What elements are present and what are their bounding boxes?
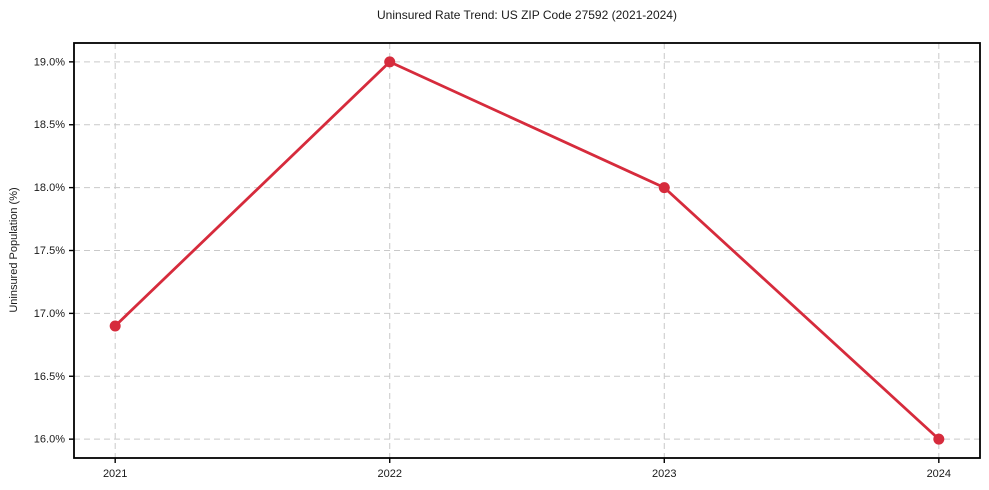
y-tick-label: 18.5% bbox=[34, 119, 65, 131]
chart-title: Uninsured Rate Trend: US ZIP Code 27592 … bbox=[377, 8, 677, 22]
x-tick-label: 2022 bbox=[377, 468, 401, 480]
x-tick-label: 2024 bbox=[927, 468, 951, 480]
y-tick-label: 16.0% bbox=[34, 434, 65, 446]
y-tick-label: 17.0% bbox=[34, 308, 65, 320]
y-tick-label: 16.5% bbox=[34, 371, 65, 383]
data-point-2022 bbox=[384, 56, 396, 68]
data-point-2024 bbox=[933, 433, 945, 445]
x-tick-label: 2023 bbox=[652, 468, 676, 480]
data-point-2021 bbox=[109, 320, 121, 332]
data-point-2023 bbox=[658, 182, 670, 194]
trend-line bbox=[113, 60, 941, 441]
y-tick-label: 19.0% bbox=[34, 56, 65, 68]
x-tick-label: 2021 bbox=[103, 468, 127, 480]
y-tick-label: 18.0% bbox=[34, 182, 65, 194]
y-tick-label: 17.5% bbox=[34, 245, 65, 257]
